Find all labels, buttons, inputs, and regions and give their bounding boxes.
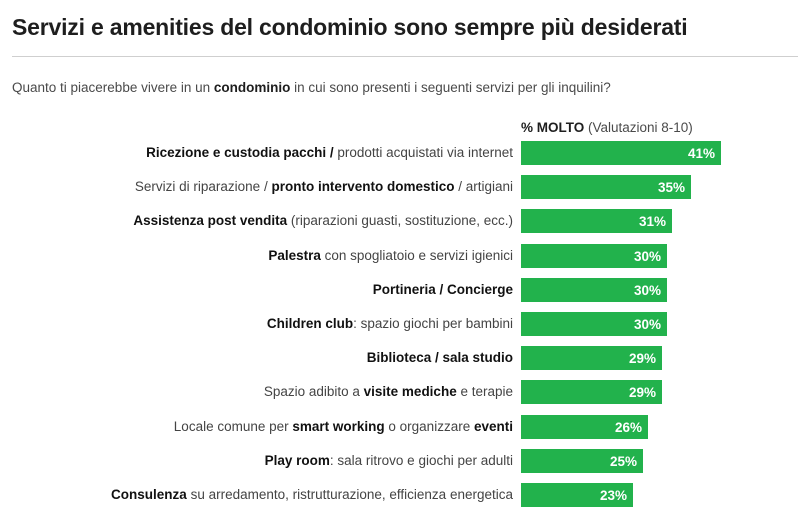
bar-value-label: 30% (633, 282, 661, 298)
category-label-part: Palestra (268, 247, 321, 263)
bar: 30% (521, 312, 667, 336)
category-label: Play room: sala ritrovo e giochi per adu… (265, 448, 513, 474)
category-label-part: Portineria / Concierge (372, 281, 513, 297)
category-label-part: e terapie (456, 384, 513, 400)
column-header: % MOLTO (Valutazioni 8-10) (521, 120, 693, 135)
category-label-part: con spogliatoio e servizi igienici (320, 247, 513, 263)
category-label-part: visite mediche (363, 384, 457, 400)
subtitle-text-post: in cui sono presenti i seguenti servizi … (290, 80, 611, 95)
bar-value-label: 29% (628, 351, 656, 367)
bar-value-label: 35% (657, 180, 685, 196)
bar-value-label: 25% (609, 453, 637, 469)
bar-row: Servizi di riparazione / pronto interven… (0, 174, 798, 200)
category-label-part: Consulenza (111, 487, 187, 502)
column-header-bold: % MOLTO (521, 120, 585, 135)
bar-row: Portineria / Concierge 30% (0, 277, 798, 303)
category-label-part: : spazio giochi per bambini (353, 316, 513, 331)
bar: 29% (521, 380, 662, 405)
category-label: Spazio adibito a visite mediche e terapi… (264, 379, 513, 405)
category-label: Assistenza post vendita (riparazioni gua… (133, 208, 513, 234)
category-label-part: pronto intervento domestico (271, 179, 455, 195)
category-label: Portineria / Concierge (373, 277, 513, 303)
category-label: Palestra con spogliatoio e servizi igien… (268, 243, 513, 269)
subtitle-text-pre: Quanto ti piacerebbe vivere in un (12, 80, 214, 95)
category-label: Consulenza su arredamento, ristrutturazi… (111, 482, 513, 508)
category-label: Servizi di riparazione / pronto interven… (135, 174, 513, 200)
bar: 41% (521, 141, 721, 165)
category-label-part: Children club (266, 316, 354, 331)
bar-value-label: 29% (628, 385, 656, 401)
bar-row: Ricezione e custodia pacchi / prodotti a… (0, 140, 798, 166)
category-label-part: : sala ritrovo e giochi per adulti (329, 452, 513, 468)
bar-row: Palestra con spogliatoio e servizi igien… (0, 243, 798, 269)
bar-value-label: 31% (638, 214, 666, 230)
subtitle-text-bold: condominio (213, 80, 291, 95)
column-header-rest: (Valutazioni 8-10) (584, 120, 693, 135)
category-label-part: / artigiani (454, 179, 513, 195)
bar-row: Spazio adibito a visite mediche e terapi… (0, 379, 798, 405)
bar-value-label: 30% (633, 248, 661, 264)
title-divider (12, 56, 798, 57)
bar: 31% (521, 209, 672, 234)
category-label-part: Assistenza post vendita (133, 213, 288, 229)
bar: 23% (521, 483, 633, 507)
bar-row: Assistenza post vendita (riparazioni gua… (0, 208, 798, 234)
bar-value-label: 41% (687, 146, 715, 161)
bar: 35% (521, 175, 691, 200)
category-label-part: Servizi di riparazione / (134, 179, 272, 195)
bar: 29% (521, 346, 662, 371)
chart-subtitle: Quanto ti piacerebbe vivere in un condom… (12, 80, 611, 95)
category-label-part: prodotti acquistati via internet (333, 145, 513, 160)
chart-title: Servizi e amenities del condominio sono … (12, 14, 688, 40)
category-label-part: eventi (473, 418, 513, 434)
bar: 30% (521, 243, 667, 268)
category-label: Locale comune per smart working o organi… (174, 414, 513, 440)
category-label-part: (riparazioni guasti, sostituzione, ecc.) (287, 213, 513, 229)
bar-row: Play room: sala ritrovo e giochi per adu… (0, 448, 798, 474)
category-label-part: Ricezione e custodia pacchi / (146, 145, 334, 160)
category-label-part: Spazio adibito a (263, 384, 364, 400)
category-label: Ricezione e custodia pacchi / prodotti a… (146, 140, 513, 166)
bar-value-label: 26% (614, 419, 642, 435)
category-label-part: su arredamento, ristrutturazione, effici… (186, 487, 513, 502)
bar-row: Biblioteca / sala studio 29% (0, 345, 798, 371)
bar: 26% (521, 414, 648, 439)
category-label-part: Locale comune per (173, 418, 293, 434)
bar-value-label: 30% (633, 317, 661, 332)
category-label-part: smart working (292, 418, 385, 434)
category-label: Children club: spazio giochi per bambini (267, 311, 513, 337)
bar: 25% (521, 448, 643, 473)
bar-row: Locale comune per smart working o organi… (0, 414, 798, 440)
bar-value-label: 23% (599, 488, 627, 503)
category-label-part: Play room (264, 452, 330, 468)
bar-row: Consulenza su arredamento, ristrutturazi… (0, 482, 798, 508)
bar-row: Children club: spazio giochi per bambini… (0, 311, 798, 337)
category-label-part: Biblioteca / sala studio (366, 350, 513, 366)
bar: 30% (521, 277, 667, 302)
category-label-part: o organizzare (384, 418, 474, 434)
category-label: Biblioteca / sala studio (367, 345, 513, 371)
